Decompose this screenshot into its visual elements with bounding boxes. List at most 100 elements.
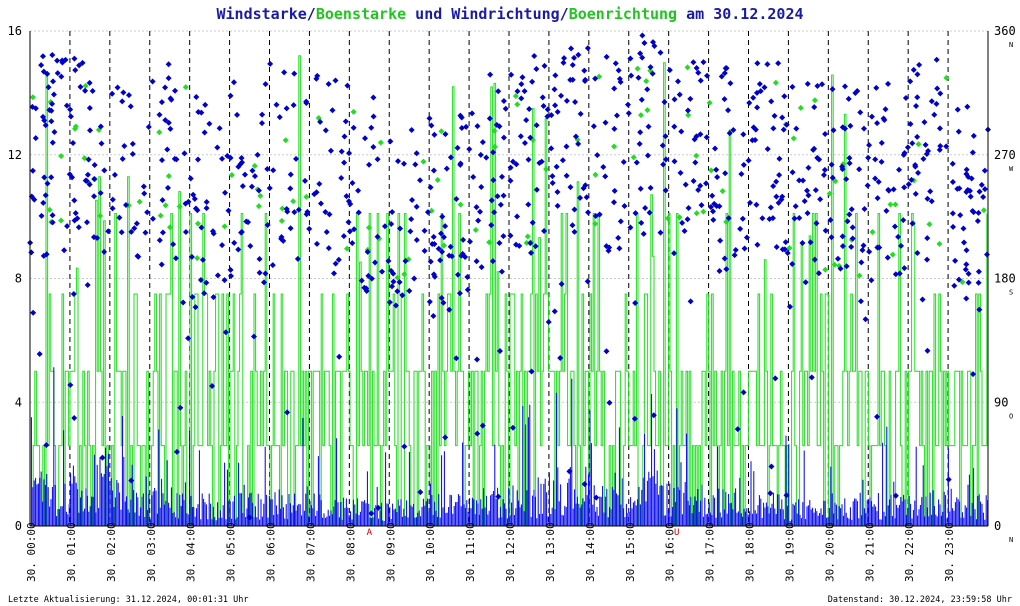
- grid-layer: [30, 30, 988, 526]
- wind-direction-point: [666, 67, 673, 74]
- wind-direction-point: [91, 176, 98, 183]
- wind-direction-point: [454, 144, 461, 151]
- gust-direction-point: [29, 94, 36, 101]
- wind-direction-point: [303, 211, 310, 218]
- wind-direction-point: [428, 122, 435, 129]
- wind-direction-point: [86, 181, 93, 188]
- gust-direction-point: [182, 84, 189, 91]
- wind-direction-point: [395, 158, 402, 165]
- wind-direction-point: [950, 223, 957, 230]
- wind-direction-point: [965, 279, 972, 286]
- wind-direction-point: [396, 279, 403, 286]
- wind-direction-point: [158, 261, 165, 268]
- wind-direction-point: [553, 163, 560, 170]
- wind-direction-point: [649, 70, 656, 77]
- wind-direction-point: [662, 187, 669, 194]
- wind-direction-point: [892, 271, 899, 278]
- wind-direction-point: [727, 80, 734, 87]
- wind-direction-point: [865, 154, 872, 161]
- gust-direction-point: [708, 167, 715, 174]
- wind-direction-point: [610, 199, 617, 206]
- wind-direction-point: [829, 86, 836, 93]
- gust-direction-point: [514, 101, 521, 108]
- wind-direction-point: [323, 228, 330, 235]
- wind-direction-point: [980, 194, 987, 201]
- wind-direction-point: [960, 225, 967, 232]
- wind-direction-point: [97, 189, 104, 196]
- wind-direction-point: [822, 227, 829, 234]
- wind-direction-point: [368, 275, 375, 282]
- wind-direction-point: [219, 155, 226, 162]
- wind-direction-point: [846, 154, 853, 161]
- gust-direction-point: [892, 201, 899, 208]
- wind-direction-point: [909, 140, 916, 147]
- wind-direction-point: [287, 225, 294, 232]
- wind-direction-point: [734, 426, 741, 433]
- wind-direction-point: [525, 201, 532, 208]
- wind-direction-point: [739, 215, 746, 222]
- wind-direction-point: [568, 45, 575, 52]
- wind-direction-point: [427, 258, 434, 265]
- wind-direction-point: [105, 228, 112, 235]
- wind-direction-point: [389, 283, 396, 290]
- gust-direction-point: [685, 112, 692, 119]
- wind-direction-point: [645, 123, 652, 130]
- gust-direction-point: [97, 212, 104, 219]
- gust-direction-point: [790, 135, 797, 142]
- gust-direction-point: [394, 274, 401, 281]
- gust-direction-point: [832, 178, 839, 185]
- wind-direction-point: [118, 229, 125, 236]
- wind-direction-point: [891, 223, 898, 230]
- wind-direction-point: [914, 71, 921, 78]
- wind-direction-point: [437, 257, 444, 264]
- wind-direction-point: [234, 111, 241, 118]
- wind-direction-point: [527, 134, 534, 141]
- wind-direction-point: [66, 171, 73, 178]
- wind-direction-point: [617, 218, 624, 225]
- wind-direction-point: [473, 258, 480, 265]
- wind-direction-point: [963, 261, 970, 268]
- wind-direction-point: [459, 250, 466, 257]
- wind-direction-point: [430, 167, 437, 174]
- wind-direction-point: [291, 209, 298, 216]
- wind-direction-point: [896, 270, 903, 277]
- wind-direction-point: [544, 106, 551, 113]
- wind-direction-point: [474, 430, 481, 437]
- wind-direction-point: [780, 126, 787, 133]
- wind-direction-point: [495, 88, 502, 95]
- wind-direction-point: [551, 308, 558, 315]
- wind-direction-point: [528, 249, 535, 256]
- wind-direction-point: [329, 107, 336, 114]
- wind-direction-point: [532, 243, 539, 250]
- wind-direction-point: [955, 276, 962, 283]
- wind-direction-point: [754, 60, 761, 67]
- wind-direction-point: [866, 142, 873, 149]
- wind-direction-point: [181, 150, 188, 157]
- wind-direction-point: [164, 184, 171, 191]
- wind-direction-point: [813, 220, 820, 227]
- wind-direction-point: [901, 149, 908, 156]
- wind-direction-point: [779, 114, 786, 121]
- wind-direction-point: [370, 94, 377, 101]
- wind-direction-point: [38, 62, 45, 69]
- x-tick-label: 30. 10:00: [424, 522, 437, 582]
- gust-direction-point: [676, 214, 683, 221]
- wind-direction-point: [875, 178, 882, 185]
- gust-direction-point: [278, 217, 285, 224]
- wind-direction-point: [453, 196, 460, 203]
- wind-direction-point: [381, 223, 388, 230]
- wind-direction-point: [890, 186, 897, 193]
- wind-direction-point: [952, 257, 959, 264]
- wind-direction-point: [528, 368, 535, 375]
- wind-direction-point: [478, 264, 485, 271]
- x-tick-label: 30. 04:00: [185, 522, 198, 582]
- wind-direction-point: [803, 187, 810, 194]
- gust-direction-point: [943, 74, 950, 81]
- wind-direction-point: [650, 412, 657, 419]
- wind-direction-point: [954, 106, 961, 113]
- wind-direction-point: [475, 217, 482, 224]
- wind-direction-point: [249, 167, 256, 174]
- wind-direction-point: [490, 177, 497, 184]
- wind-direction-point: [54, 70, 61, 77]
